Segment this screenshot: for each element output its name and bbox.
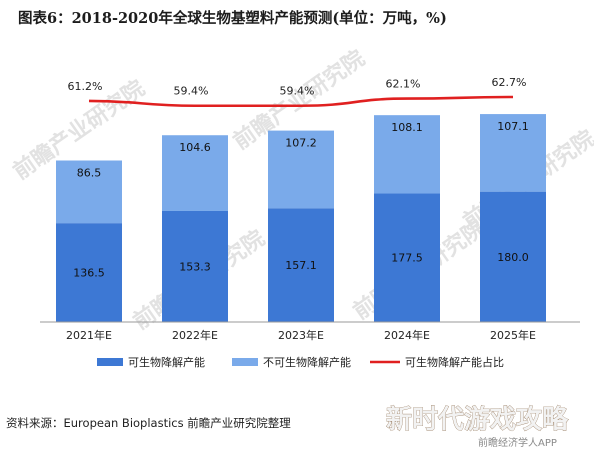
share-label: 59.4%: [280, 85, 315, 98]
x-tick-label: 2025年E: [490, 328, 536, 342]
bar-non-biodegradable: [56, 160, 122, 224]
bar-non-biodegradable: [374, 115, 440, 194]
overlay-corner-text: 前瞻经济学人APP: [478, 436, 557, 449]
bar-biodegradable: [480, 191, 546, 322]
bar-biodegradable: [162, 210, 228, 322]
legend-label-share: 可生物降解产能占比: [405, 355, 504, 369]
bar-label-non-biodegradable: 107.2: [285, 137, 317, 150]
bar-label-biodegradable: 153.3: [179, 260, 211, 273]
bar-label-non-biodegradable: 86.5: [77, 167, 102, 180]
source-note: 资料来源：European Bioplastics 前瞻产业研究院整理: [6, 416, 291, 430]
chart-title: 图表6：2018-2020年全球生物基塑料产能预测(单位：万吨，%): [18, 9, 447, 27]
bar-label-non-biodegradable: 107.1: [497, 120, 529, 133]
bar-biodegradable: [56, 223, 122, 322]
share-label: 59.4%: [174, 85, 209, 98]
legend-label-biodegradable: 可生物降解产能: [128, 355, 205, 369]
bars: [56, 114, 546, 322]
overlay-text: 新时代游戏攻略: [386, 404, 569, 435]
bar-non-biodegradable: [480, 114, 546, 192]
bar-non-biodegradable: [268, 130, 334, 209]
x-tick-label: 2021年E: [66, 328, 112, 342]
x-tick-labels: 2021年E 2022年E 2023年E 2024年E 2025年E: [66, 328, 536, 342]
share-label: 61.2%: [68, 80, 103, 93]
share-label: 62.1%: [386, 78, 421, 91]
bar-biodegradable: [268, 208, 334, 322]
bar-label-biodegradable: 157.1: [285, 259, 317, 272]
share-label: 62.7%: [492, 76, 527, 89]
bar-label-biodegradable: 177.5: [391, 252, 423, 265]
legend-swatch-biodegradable: [97, 358, 123, 366]
bar-non-biodegradable: [162, 135, 228, 211]
legend-label-non-biodegradable: 不可生物降解产能: [263, 355, 351, 369]
bar-label-biodegradable: 136.5: [73, 267, 105, 280]
legend-swatch-non-biodegradable: [232, 358, 258, 366]
x-tick-label: 2023年E: [278, 328, 324, 342]
bar-label-non-biodegradable: 108.1: [391, 121, 423, 134]
legend: 可生物降解产能 不可生物降解产能 可生物降解产能占比: [97, 355, 504, 369]
bar-biodegradable: [374, 193, 440, 322]
share-line-layer: 61.2% 59.4% 59.4% 62.1% 62.7%: [68, 76, 527, 108]
bar-label-biodegradable: 180.0: [497, 251, 529, 264]
bar-labels: 136.5 86.5 153.3 104.6 157.1 107.2 177.5 108.1 1…: [73, 120, 529, 279]
x-tick-label: 2022年E: [172, 328, 218, 342]
bar-label-non-biodegradable: 104.6: [179, 141, 211, 154]
x-tick-label: 2024年E: [384, 328, 430, 342]
